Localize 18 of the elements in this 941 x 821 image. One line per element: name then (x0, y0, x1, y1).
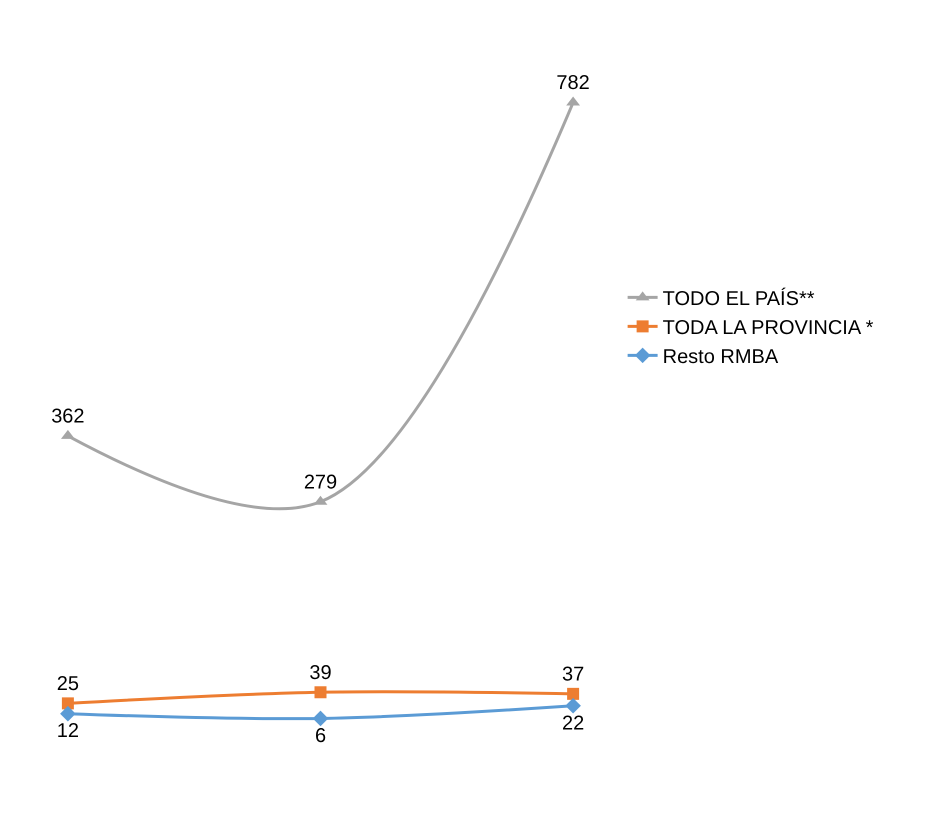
data-label: 782 (556, 72, 590, 94)
data-label: 6 (314, 724, 326, 747)
legend-label: TODO EL PAÍS** (662, 287, 815, 310)
legend-label: Resto RMBA (662, 346, 779, 368)
point (314, 686, 326, 698)
point (312, 710, 328, 726)
legend-label: TODA LA PROVINCIA * (662, 317, 874, 340)
point (567, 688, 580, 700)
point (62, 697, 74, 710)
data-label: 22 (562, 712, 584, 734)
point (60, 706, 76, 722)
data-label: 12 (56, 720, 80, 742)
point (565, 698, 581, 714)
data-label: 25 (56, 672, 80, 695)
data-label: 37 (562, 663, 584, 686)
data-label: 279 (304, 471, 338, 494)
data-label: 362 (51, 405, 85, 428)
data-label: 39 (309, 662, 332, 684)
